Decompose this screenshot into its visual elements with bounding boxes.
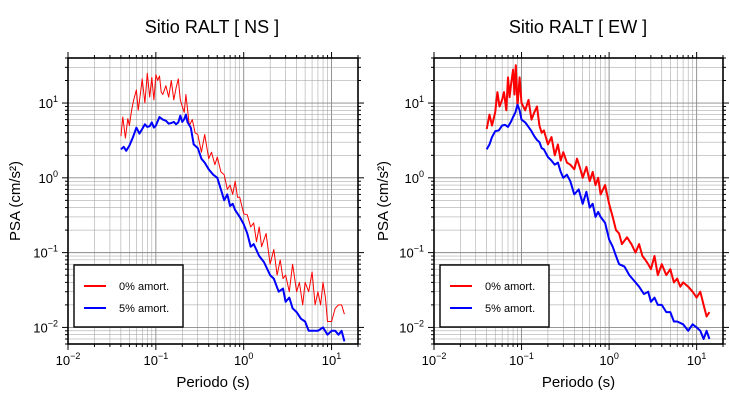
chart-panel-ns: Sitio RALT [ NS ] 10−2 10−1 100 101 10−2 10−1 1…	[7, 17, 364, 391]
x-tick-label: 100	[599, 351, 618, 368]
x-tick-label: 10−2	[56, 351, 81, 368]
chart-panel-ew: Sitio RALT [ EW ] 10−2 10−1 100 101 10−2 10−1 1…	[375, 17, 729, 391]
x-tick-label: 101	[687, 351, 706, 368]
x-tick-label: 10−1	[143, 351, 168, 368]
x-tick-label: 10−2	[422, 351, 447, 368]
y-tick-label: 100	[405, 169, 424, 186]
legend: 0% amort. 5% amort.	[73, 264, 184, 328]
y-tick-label: 10−1	[399, 244, 424, 261]
legend-label: 5% amort.	[119, 303, 169, 315]
x-tick-label: 100	[234, 351, 253, 368]
series-line-damped-5pct	[120, 113, 346, 342]
series-line-damped-5pct	[485, 103, 711, 340]
grid	[67, 57, 359, 345]
y-tick-label: 100	[39, 169, 58, 186]
legend: 0% amort. 5% amort.	[439, 264, 550, 328]
plot-frame	[67, 57, 359, 345]
legend-box	[73, 264, 184, 328]
y-tick-label: 10−1	[33, 244, 58, 261]
series-line-undamped	[120, 72, 345, 322]
series-line-undamped	[485, 64, 711, 318]
legend-label: 5% amort.	[485, 303, 535, 315]
x-axis-label: Periodo (s)	[542, 374, 615, 391]
y-tick-label: 10−2	[399, 318, 424, 335]
legend-box	[439, 264, 550, 328]
legend-label: 0% amort.	[119, 281, 169, 293]
y-axis-label: PSA (cm/s²)	[375, 161, 392, 241]
y-tick-label: 10−2	[33, 318, 58, 335]
chart-title: Sitio RALT [ EW ]	[509, 17, 647, 37]
x-tick-label: 101	[322, 351, 341, 368]
chart-title: Sitio RALT [ NS ]	[145, 17, 279, 37]
y-tick-label: 101	[39, 94, 58, 111]
x-axis-label: Periodo (s)	[176, 374, 249, 391]
plot-frame	[433, 57, 724, 345]
legend-label: 0% amort.	[485, 281, 535, 293]
y-axis-label: PSA (cm/s²)	[7, 161, 24, 241]
y-tick-label: 101	[405, 94, 424, 111]
x-tick-label: 10−1	[509, 351, 534, 368]
